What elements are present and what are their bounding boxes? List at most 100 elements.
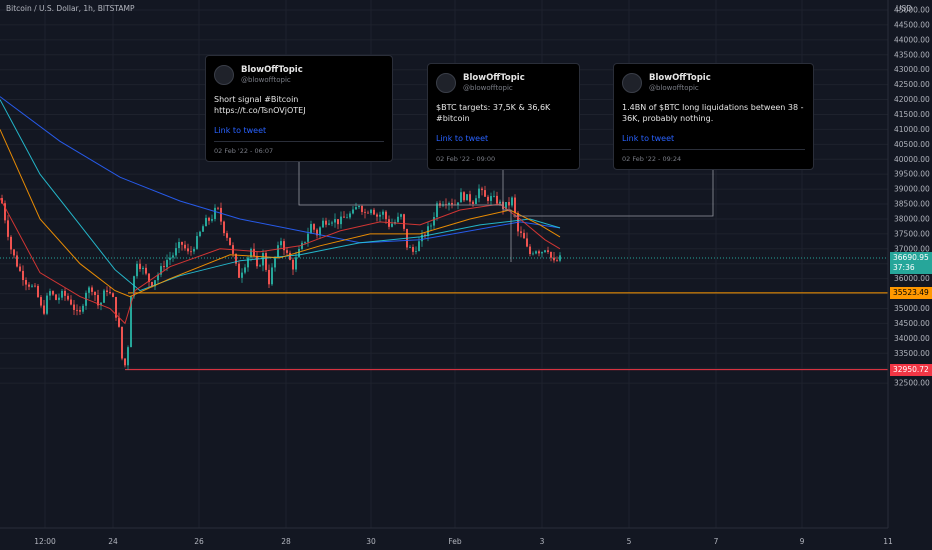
candle-body: [151, 281, 153, 287]
price-tick-label: 33500.00: [894, 349, 930, 358]
tweet-link[interactable]: Link to tweet: [436, 134, 489, 143]
candle-body: [154, 280, 156, 287]
candle-body: [148, 273, 150, 282]
candle-body: [172, 255, 174, 258]
candle-body: [370, 209, 372, 214]
candle-body: [301, 242, 303, 249]
candle-body: [217, 207, 219, 209]
candle-body: [316, 229, 318, 236]
candle-body: [448, 202, 450, 205]
candle-body: [298, 248, 300, 258]
candle-body: [286, 250, 288, 253]
price-tick-label: 34000.00: [894, 334, 930, 343]
avatar: [622, 73, 642, 93]
candle-body: [7, 220, 9, 237]
candle-body: [508, 202, 510, 206]
candle-body: [325, 220, 327, 225]
candle-body: [382, 211, 384, 215]
candle-body: [505, 202, 507, 209]
tweet-card-2[interactable]: BlowOffTopic @blowofftopic $BTC targets:…: [427, 63, 580, 170]
candle-body: [193, 248, 195, 252]
candle-body: [157, 274, 159, 281]
candle-body: [481, 188, 483, 191]
candle-body: [55, 294, 57, 300]
candle-body: [364, 211, 366, 213]
candle-body: [220, 207, 222, 222]
candle-body: [361, 206, 363, 212]
candle-body: [196, 236, 198, 249]
ema-red-line: [0, 197, 561, 325]
candle-body: [469, 194, 471, 202]
candle-body: [214, 207, 216, 220]
candle-body: [343, 216, 345, 218]
candle-body: [328, 223, 330, 225]
candle-body: [412, 247, 414, 252]
price-tick-label: 36000.00: [894, 274, 930, 283]
candle-body: [202, 226, 204, 232]
tweet-link[interactable]: Link to tweet: [622, 134, 675, 143]
candle-body: [175, 248, 177, 256]
candle-body: [100, 302, 102, 306]
candle-body: [184, 244, 186, 249]
price-tick-label: 45000.00: [894, 6, 930, 15]
tweet-date: 02 Feb '22 - 09:24: [622, 149, 805, 169]
candle-body: [73, 304, 75, 310]
avatar: [214, 65, 234, 85]
candle-body: [496, 195, 498, 204]
horizontal-levels: [0, 257, 888, 371]
candle-body: [238, 263, 240, 278]
time-tick-label: 30: [366, 537, 376, 546]
candle-body: [403, 214, 405, 229]
candle-body: [319, 227, 321, 236]
candle-body: [313, 224, 315, 230]
candle-body: [391, 223, 393, 227]
tweet-text: 1.4BN of $BTC long liquidations between …: [622, 103, 804, 123]
candle-body: [292, 259, 294, 270]
candle-body: [304, 241, 306, 243]
candle-body: [334, 219, 336, 223]
candle-body: [511, 197, 513, 206]
candle-body: [91, 287, 93, 292]
candle-body: [19, 266, 21, 271]
candle-body: [553, 257, 555, 261]
candle-body: [79, 310, 81, 312]
tweet-connector-line: [298, 143, 503, 206]
candle-body: [205, 217, 207, 227]
candle-body: [355, 207, 357, 210]
candle-body: [1, 198, 3, 204]
candle-body: [94, 291, 96, 296]
candle-body: [244, 267, 246, 273]
candle-body: [58, 297, 60, 300]
price-tick-label: 39000.00: [894, 185, 930, 194]
candle-body: [415, 251, 417, 252]
candle-body: [289, 252, 291, 260]
candle-body: [70, 299, 72, 305]
candle-body: [436, 203, 438, 218]
candle-body: [556, 260, 558, 262]
candle-body: [274, 257, 276, 268]
candle-body: [310, 224, 312, 234]
candle-body: [226, 233, 228, 238]
candle-body: [106, 290, 108, 292]
candle-body: [46, 295, 48, 314]
time-tick-label: Feb: [448, 537, 462, 546]
candle-body: [457, 202, 459, 205]
candle-body: [52, 291, 54, 295]
tweet-card-3[interactable]: BlowOffTopic @blowofftopic 1.4BN of $BTC…: [613, 63, 814, 170]
time-tick-label: 24: [108, 537, 118, 546]
candle-body: [136, 263, 138, 277]
candle-body: [31, 285, 33, 287]
candle-body: [37, 285, 39, 298]
candle-body: [514, 197, 516, 213]
candle-body: [340, 216, 342, 225]
candle-body: [538, 251, 540, 254]
candle-body: [67, 295, 69, 300]
candle-body: [499, 201, 501, 204]
currency-label[interactable]: USD: [896, 4, 913, 13]
tweet-link[interactable]: Link to tweet: [214, 126, 267, 135]
tweet-card-1[interactable]: BlowOffTopic @blowofftopic Short signal …: [205, 55, 393, 162]
candle-body: [295, 257, 297, 270]
candle-body: [460, 192, 462, 203]
candle-body: [331, 222, 333, 224]
